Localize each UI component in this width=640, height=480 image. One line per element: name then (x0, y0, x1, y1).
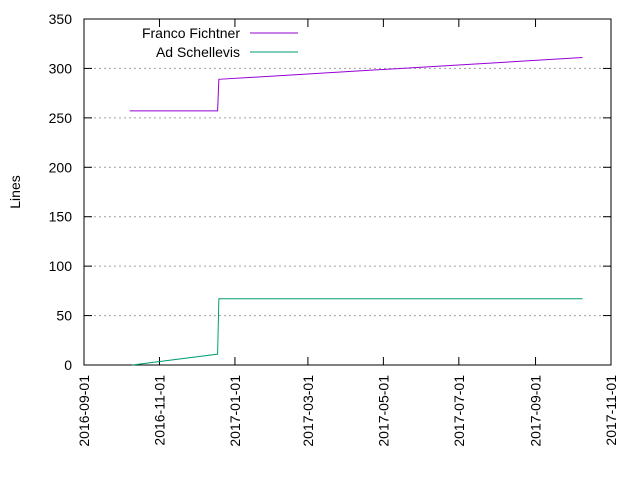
series-line (129, 57, 583, 112)
y-tick-label: 200 (49, 159, 73, 175)
x-tick-label: 2017-11-01 (603, 375, 619, 446)
y-tick-label: 300 (49, 60, 73, 76)
legend-label: Ad Schellevis (156, 44, 240, 60)
y-tick-label: 50 (56, 308, 72, 324)
y-tick-label: 150 (49, 209, 73, 225)
x-tick-label: 2016-09-01 (76, 375, 92, 447)
plot-border (83, 18, 612, 366)
legend-label: Franco Fichtner (142, 25, 240, 41)
y-tick-label: 100 (49, 258, 73, 274)
x-tick-label: 2017-05-01 (375, 375, 391, 447)
y-axis-label: Lines (7, 175, 23, 208)
x-tick-label: 2017-01-01 (227, 375, 243, 447)
x-tick-label: 2017-09-01 (528, 375, 544, 447)
series-line (132, 298, 583, 366)
x-tick-label: 2016-11-01 (151, 375, 167, 446)
x-tick-label: 2017-07-01 (451, 375, 467, 447)
y-tick-label: 350 (49, 11, 73, 27)
y-tick-label: 0 (64, 357, 72, 373)
x-tick-label: 2017-03-01 (300, 375, 316, 447)
y-tick-label: 250 (49, 110, 73, 126)
